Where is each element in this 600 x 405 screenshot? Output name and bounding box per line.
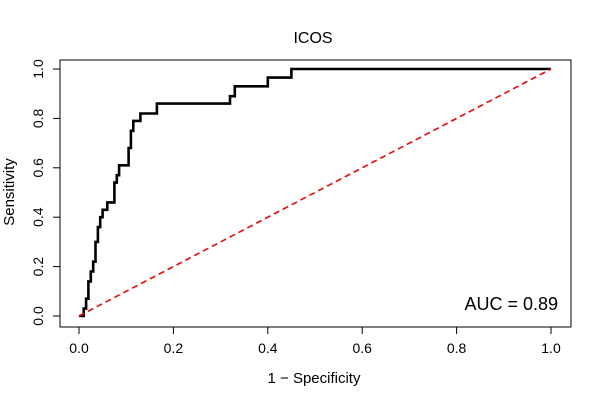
- x-tick-label: 0.4: [258, 340, 278, 356]
- roc-curve: [79, 67, 551, 318]
- plot-frame: [59, 59, 572, 328]
- y-tick-label: 0.2: [30, 257, 46, 277]
- y-tick-label: 0.6: [30, 158, 46, 178]
- reference-diagonal-line: [78, 68, 552, 317]
- y-tick-label: 0.4: [30, 207, 46, 227]
- series-layer: [78, 67, 552, 318]
- chart-title: ICOS: [293, 30, 332, 47]
- x-tick-label: 0.6: [352, 340, 372, 356]
- x-axis-title: 1 − Specificity: [268, 370, 361, 387]
- y-axis: 0.0 0.2 0.4 0.6 0.8 1.0: [30, 59, 61, 326]
- x-tick-label: 1.0: [541, 340, 561, 356]
- y-tick-label: 0.8: [30, 108, 46, 128]
- y-tick-label: 0.0: [30, 306, 46, 326]
- y-tick-label: 1.0: [30, 59, 46, 79]
- x-tick-label: 0.2: [164, 340, 184, 356]
- x-tick-label: 0.0: [69, 340, 89, 356]
- auc-annotation: AUC = 0.89: [464, 294, 558, 314]
- x-tick-label: 0.8: [447, 340, 467, 356]
- y-axis-title: Sensitivity: [1, 158, 18, 226]
- x-axis: 0.0 0.2 0.4 0.6 0.8 1.0: [69, 326, 561, 356]
